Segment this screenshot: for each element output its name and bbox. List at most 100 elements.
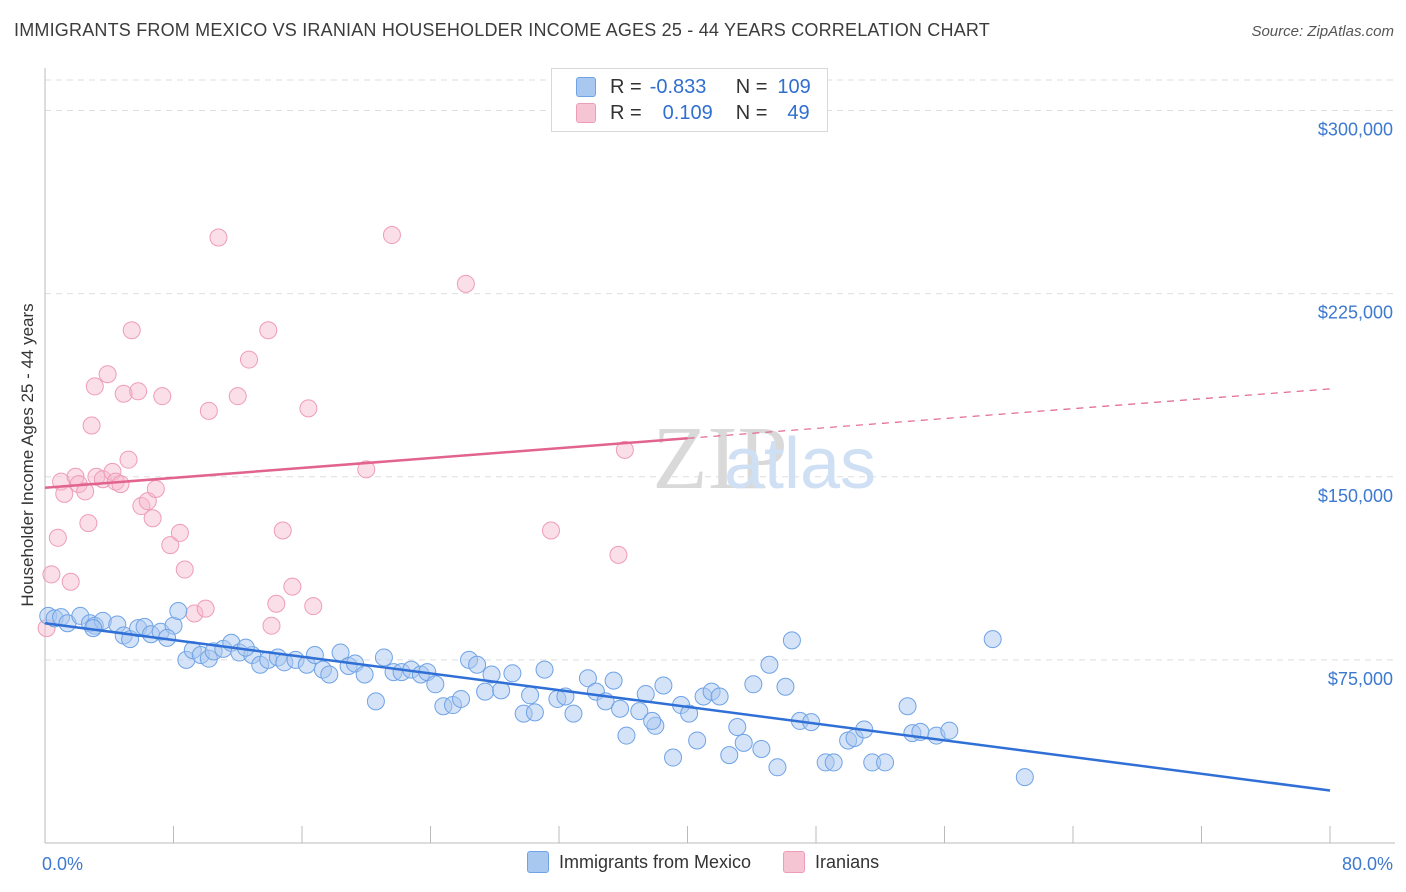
iranians-point — [61, 572, 80, 591]
y-tick-label: $150,000 — [1318, 486, 1393, 506]
correlation-legend: R = -0.833 N = 109 R = 0.109 N = 49 — [551, 68, 828, 132]
mexico-point — [782, 631, 801, 650]
series-legend: Immigrants from Mexico Iranians — [527, 851, 911, 873]
legend-n-label: N = — [735, 75, 768, 98]
legend-item-mexico: Immigrants from Mexico — [527, 851, 751, 873]
iranians-point — [304, 597, 323, 616]
mexico-point — [535, 660, 554, 679]
axes — [44, 68, 1395, 844]
mexico-point — [476, 682, 495, 701]
mexico-point — [355, 665, 374, 684]
iranians-point — [262, 616, 281, 635]
iranians-trend-line — [44, 437, 688, 489]
trend-lines — [44, 388, 1331, 792]
legend-row-iranians: R = 0.109 N = 49 — [576, 101, 810, 125]
legend-n-label: N = — [735, 101, 768, 124]
source-label: Source: ZipAtlas.com — [1251, 23, 1394, 40]
mexico-point — [643, 711, 662, 730]
mexico-point — [169, 602, 188, 621]
mexico-point — [760, 655, 779, 674]
mexico-point — [876, 753, 895, 772]
iranians-point — [357, 460, 376, 479]
gridlines — [45, 79, 1395, 661]
iranians-point — [114, 384, 133, 403]
legend-r-value: 0.109 — [662, 101, 713, 124]
mexico-point — [564, 704, 583, 723]
iranians-point — [111, 475, 130, 494]
iranians-point — [98, 365, 117, 384]
mexico-point — [824, 753, 843, 772]
y-tick-label: $225,000 — [1318, 303, 1393, 323]
legend-r-value: -0.833 — [649, 75, 707, 98]
mexico-point — [482, 665, 501, 684]
legend-swatch-iranians — [783, 851, 806, 873]
iranians-point — [273, 521, 292, 540]
mexico-point — [611, 699, 630, 718]
watermark-atlas: atlas — [724, 424, 876, 504]
mexico-point — [525, 703, 544, 722]
iranians-point — [541, 521, 560, 540]
iranians-point — [170, 523, 189, 542]
tick-labels: $75,000 $150,000 $225,000 $300,000 0.0% 80.0% — [42, 120, 1393, 874]
legend-n-value: 109 — [777, 75, 811, 98]
mexico-point — [688, 731, 707, 750]
iranians-point — [122, 321, 141, 340]
mexico-point — [734, 733, 753, 752]
iranians-point — [382, 226, 401, 245]
legend-label-iranians: Iranians — [815, 851, 880, 872]
iranians-points — [37, 226, 634, 638]
iranians-point — [299, 399, 318, 418]
iranians-point — [146, 479, 165, 498]
mexico-point — [1015, 768, 1034, 787]
iranians-point — [196, 599, 215, 618]
mexico-point — [468, 655, 487, 674]
iranians-point — [119, 450, 138, 469]
iranians-point — [228, 387, 247, 406]
y-tick-label: $300,000 — [1318, 120, 1393, 140]
mexico-point — [720, 746, 739, 765]
mexico-point — [940, 721, 959, 740]
mexico-point — [366, 692, 385, 711]
mexico-point — [604, 671, 623, 690]
legend-label-mexico: Immigrants from Mexico — [559, 851, 752, 872]
mexico-point — [744, 675, 763, 694]
mexico-point — [426, 675, 445, 694]
mexico-point — [320, 665, 339, 684]
iranians-point — [79, 514, 98, 533]
iranians-point — [143, 509, 162, 528]
mexico-point — [578, 669, 597, 688]
mexico-point — [983, 630, 1002, 649]
legend-swatch-mexico — [527, 851, 549, 873]
iranians-point — [161, 536, 180, 555]
iranians-point — [199, 401, 218, 420]
mexico-point — [768, 758, 787, 777]
chart-title: IMMIGRANTS FROM MEXICO VS IRANIAN HOUSEH… — [14, 20, 990, 40]
iranians-point — [267, 594, 286, 613]
mexico-point — [452, 689, 471, 708]
mexico-trend-line — [44, 622, 1331, 792]
iranians-point — [85, 377, 104, 396]
iranians-point — [42, 565, 61, 584]
y-tick-label: $75,000 — [1328, 669, 1393, 689]
iranians-point — [259, 321, 278, 340]
iranians-point — [129, 382, 148, 401]
iranians-point — [209, 228, 228, 247]
mexico-point — [752, 739, 771, 758]
iranians-point — [175, 560, 194, 579]
mexico-point — [374, 648, 393, 667]
legend-n-value: 49 — [787, 101, 810, 124]
legend-row-mexico: R = -0.833 N = 109 — [576, 75, 811, 99]
mexico-point — [617, 726, 636, 745]
mexico-point — [654, 676, 673, 695]
mexico-point — [521, 686, 540, 705]
mexico-point — [776, 677, 795, 696]
x-tick-label: 80.0% — [1342, 854, 1393, 874]
mexico-point — [728, 718, 747, 737]
legend-r-label: R = — [610, 75, 642, 98]
mexico-point — [503, 664, 522, 683]
legend-item-iranians: Iranians — [783, 851, 879, 873]
mexico-point — [898, 697, 917, 716]
iranians-point — [283, 577, 302, 596]
iranians-point — [48, 528, 67, 547]
